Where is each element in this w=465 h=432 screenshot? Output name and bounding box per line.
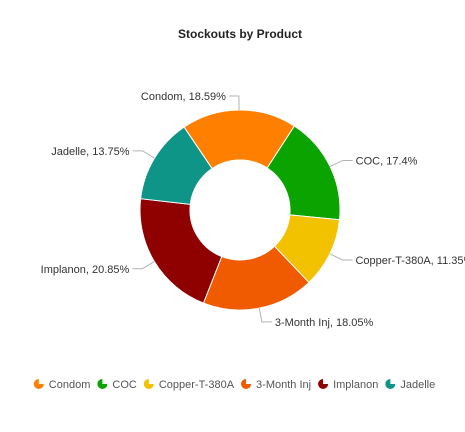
legend: Condom COC Copper-T-380A 3-Month Inj Implano… [33, 379, 435, 391]
legend-item-implanon[interactable]: Implanon [318, 379, 378, 391]
slice-jadelle[interactable] [140, 126, 213, 205]
data-label-coc: COC, 17.4% [356, 155, 418, 167]
data-label-jadelle: Jadelle, 13.75% [51, 146, 129, 158]
legend-pie-icon [241, 379, 252, 389]
slice-implanon[interactable] [139, 198, 223, 304]
slices-group [139, 109, 341, 311]
legend-label: Implanon [333, 379, 378, 391]
legend-item-jadelle[interactable]: Jadelle [385, 379, 435, 391]
legend-label: COC [112, 379, 137, 391]
connectors-group [132, 95, 353, 323]
connector-jadelle [132, 150, 155, 159]
legend-label: Condom [49, 379, 91, 391]
data-labels-group: Condom, 18.59% COC, 17.4% Copper-T-380A, 1… [41, 91, 465, 329]
data-label-implanon: Implanon, 20.85% [41, 264, 130, 276]
legend-item-copper-t-380a[interactable]: Copper-T-380A [143, 379, 235, 391]
legend-label: Jadelle [400, 379, 435, 391]
data-label-copper-t-380a: Copper-T-380A, 11.35% [355, 255, 465, 267]
legend-label: 3-Month Inj [256, 379, 311, 391]
chart-title: Stockouts by Product [178, 27, 302, 41]
connector-implanon [132, 261, 155, 270]
legend-label: Copper-T-380A [159, 379, 235, 391]
legend-pie-icon [318, 379, 329, 389]
connector-copper-t-380a [329, 253, 353, 261]
connector-3-month-inj [258, 308, 272, 323]
data-label-3-month-inj: 3-Month Inj, 18.05% [275, 317, 374, 329]
connector-coc [329, 159, 353, 168]
legend-item-condom[interactable]: Condom [33, 379, 91, 391]
legend-item-3-month-inj[interactable]: 3-Month Inj [241, 379, 311, 391]
slice-condom[interactable] [183, 109, 296, 170]
data-label-condom: Condom, 18.59% [141, 91, 226, 103]
connector-condom [228, 95, 240, 111]
legend-pie-icon [33, 379, 44, 389]
legend-item-coc[interactable]: COC [97, 379, 137, 391]
legend-pie-icon [97, 379, 108, 389]
legend-pie-icon [143, 379, 154, 389]
legend-pie-icon [385, 379, 396, 389]
